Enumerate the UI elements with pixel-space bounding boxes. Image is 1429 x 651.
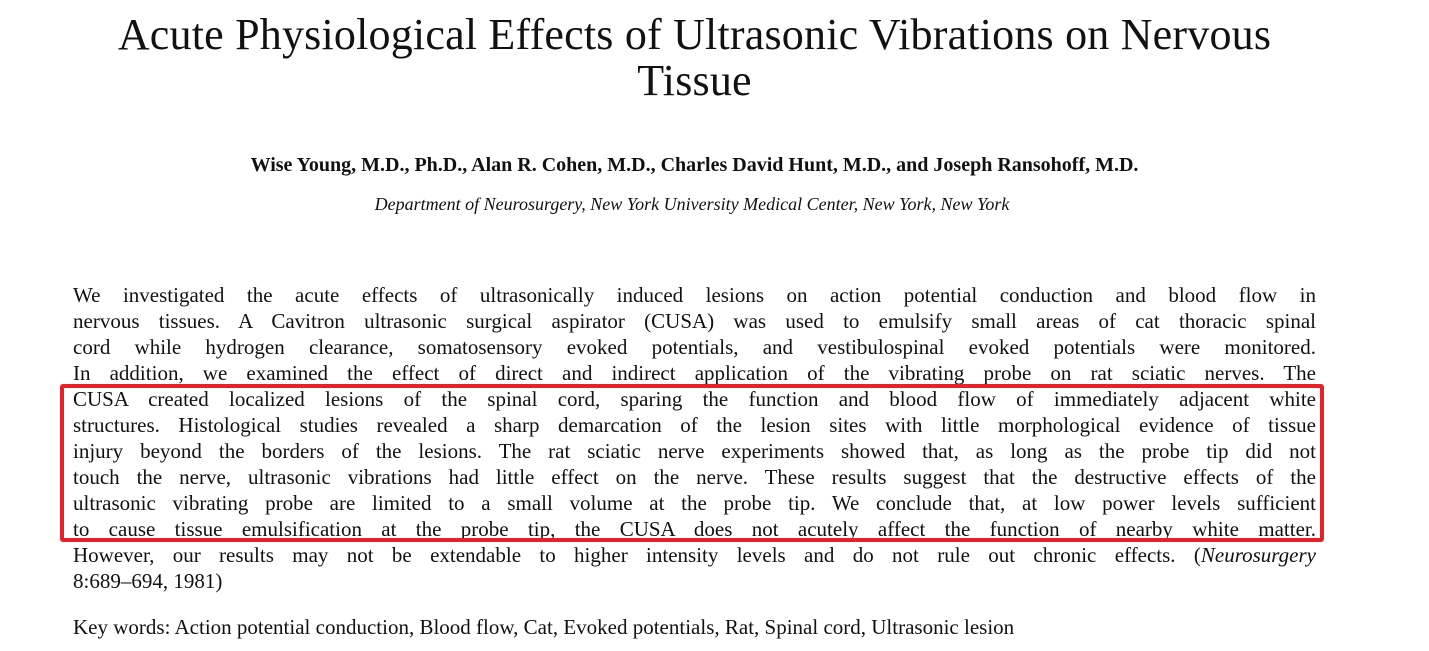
abstract-line: cord while hydrogen clearance, somatosen… <box>73 335 1316 359</box>
abstract-line-with-citation: However, our results may not be extendab… <box>73 542 1316 568</box>
abstract-line-text: However, our results may not be extendab… <box>73 543 1201 567</box>
paper-title-line-2: Tissue <box>637 56 752 105</box>
paper-title-line-1: Acute Physiological Effects of Ultrasoni… <box>117 10 1272 59</box>
paper-title: Acute Physiological Effects of Ultrasoni… <box>0 12 1389 104</box>
abstract-line: structures. Histological studies reveale… <box>73 413 1316 437</box>
citation-details: 8:689–694, 1981) <box>73 569 223 593</box>
abstract-line: ultrasonic vibrating probe are limited t… <box>73 491 1316 515</box>
affiliation: Department of Neurosurgery, New York Uni… <box>374 194 1010 214</box>
abstract: We investigated the acute effects of ult… <box>73 282 1316 594</box>
abstract-line: We investigated the acute effects of ult… <box>73 283 1316 307</box>
abstract-line: CUSA created localized lesions of the sp… <box>73 387 1316 411</box>
abstract-line: to cause tissue emulsification at the pr… <box>73 517 1316 541</box>
author-list: Wise Young, M.D., Ph.D., Alan R. Cohen, … <box>250 154 1139 176</box>
abstract-line: injury beyond the borders of the lesions… <box>73 439 1316 463</box>
abstract-line: nervous tissues. A Cavitron ultrasonic s… <box>73 309 1316 333</box>
keywords: Key words: Action potential conduction, … <box>73 615 1015 639</box>
citation-journal: Neurosurgery <box>1200 543 1316 567</box>
abstract-line: touch the nerve, ultrasonic vibrations h… <box>73 465 1316 489</box>
abstract-line: In addition, we examined the effect of d… <box>73 361 1316 385</box>
